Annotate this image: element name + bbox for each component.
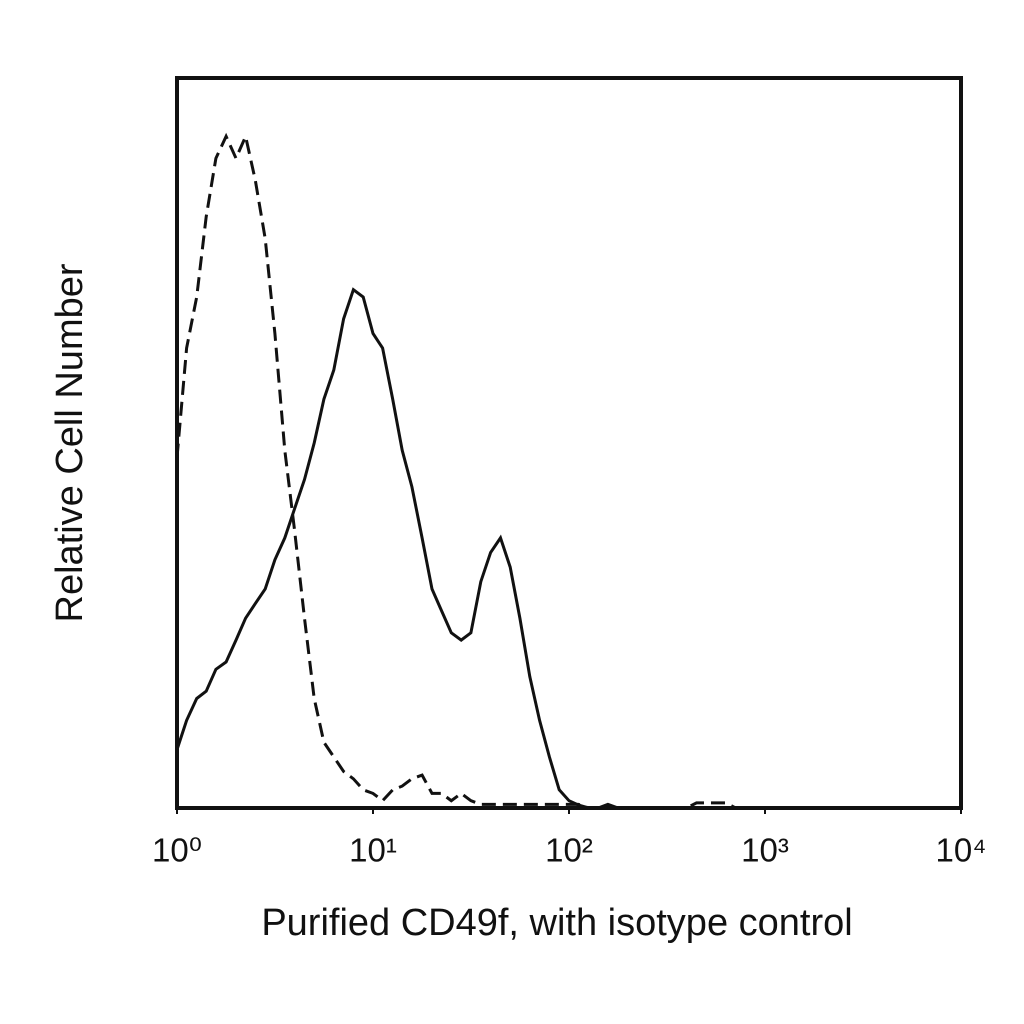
x-tick-label: 10³ bbox=[741, 832, 789, 869]
y-axis-title: Relative Cell Number bbox=[49, 263, 91, 622]
x-tick-label: 10² bbox=[545, 832, 593, 869]
x-tick-label: 10⁴ bbox=[936, 832, 987, 869]
histogram-line bbox=[175, 287, 765, 810]
x-axis-title: Purified CD49f, with isotype control bbox=[261, 902, 852, 944]
histogram-line bbox=[175, 131, 765, 810]
plot-frame bbox=[175, 76, 963, 810]
x-tick-label: 10⁰ bbox=[152, 832, 202, 869]
x-tick-label: 10¹ bbox=[349, 832, 397, 869]
